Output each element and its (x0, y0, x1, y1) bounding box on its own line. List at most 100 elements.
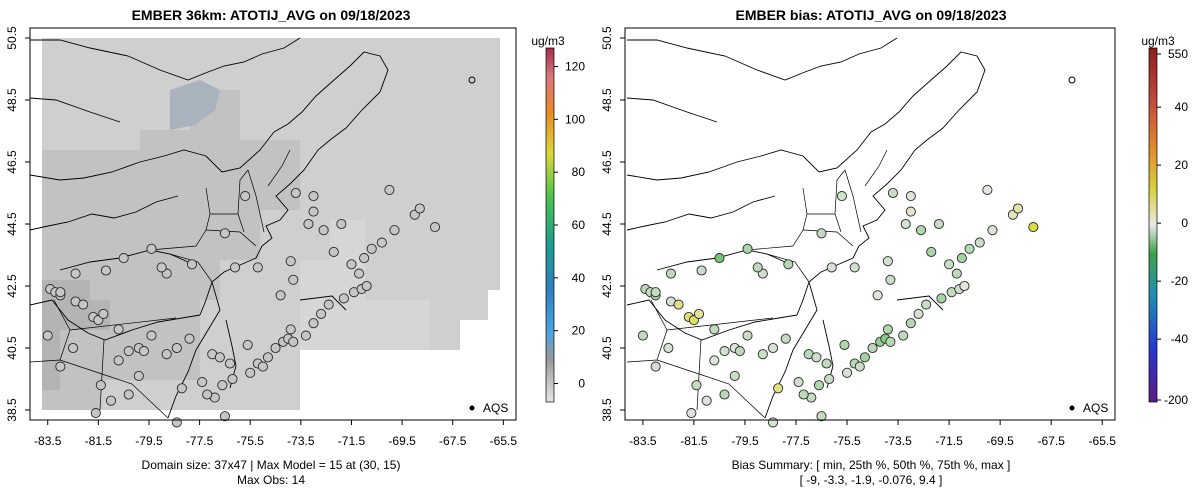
y-tick-label: 40.5 (600, 336, 614, 360)
model-colorbar-ticks: 120 100 80 60 40 20 0 (554, 59, 586, 391)
bias-caption-line1: Bias Summary: [ min, 25th %, 50th %, 75t… (732, 458, 1011, 472)
site-marker (752, 262, 763, 273)
site-marker (816, 411, 827, 422)
site-marker (905, 191, 916, 202)
site-marker (714, 253, 725, 264)
site-marker (900, 218, 911, 230)
site-marker (921, 299, 932, 310)
x-tick-label: -75.5 (237, 434, 265, 448)
site-marker (933, 218, 944, 230)
site-marker (290, 187, 301, 199)
site-marker (316, 308, 327, 319)
panel-bias-title: EMBER bias: ATOTIJ_AVG on 09/18/2023 (735, 7, 1006, 23)
site-marker (742, 330, 753, 341)
site-marker (354, 268, 365, 279)
model-x-axis: -83.5 -81.5 -79.5 -77.5 -75.5 -73.5 -71.5 -69.5… (34, 420, 517, 448)
colorbar-tick-label: -20 (1171, 274, 1189, 288)
site-marker (696, 265, 707, 276)
x-tick-label: -69.5 (986, 434, 1014, 448)
y-tick-label: 46.5 (5, 150, 19, 174)
site-marker (885, 336, 896, 347)
site-marker (665, 268, 676, 279)
site-marker (113, 355, 124, 366)
y-tick-label: 42.5 (5, 274, 19, 298)
bias-x-axis: -83.5 -81.5 -79.5 -77.5 -75.5 -73.5 -71.5 -69.5… (629, 420, 1116, 448)
model-caption-line1: Domain size: 37x47 | Max Model = 15 at (… (142, 458, 401, 472)
y-tick-label: 44.5 (600, 212, 614, 236)
x-tick-label: -65.5 (1089, 434, 1117, 448)
site-marker (376, 237, 387, 248)
panel-model: EMBER 36km: ATOTIJ_AVG on 09/18/2023 (5, 7, 585, 487)
site-marker (275, 290, 286, 301)
colorbar-tick-label: 550 (1168, 47, 1188, 61)
model-coastlines (29, 37, 389, 419)
site-marker (214, 352, 225, 363)
site-marker (719, 346, 730, 357)
site-marker (982, 184, 993, 195)
site-marker (882, 324, 893, 335)
site-marker (202, 389, 213, 400)
x-tick-label: -67.5 (439, 434, 467, 448)
site-marker (219, 228, 230, 239)
site-marker (171, 417, 182, 428)
site-marker (318, 225, 329, 236)
colorbar-tick-label: 60 (572, 218, 586, 232)
site-marker (663, 342, 674, 354)
y-tick-label: 48.5 (600, 88, 614, 112)
model-caption-line2: Max Obs: 14 (237, 473, 305, 487)
site-marker (693, 308, 705, 319)
site-marker (859, 352, 870, 363)
site-marker (709, 355, 720, 366)
site-marker (224, 358, 236, 369)
site-marker (813, 380, 825, 391)
site-marker (288, 274, 299, 285)
site-marker (734, 346, 745, 357)
site-marker (1028, 222, 1039, 233)
site-marker (288, 336, 299, 347)
site-marker (913, 308, 924, 319)
model-colorbar-unit: ug/m3 (531, 34, 565, 48)
site-marker (767, 417, 779, 428)
site-marker (686, 408, 697, 419)
site-marker (898, 330, 909, 341)
site-marker (219, 411, 230, 422)
y-tick-label: 44.5 (5, 212, 19, 236)
bias-colorbar: ug/m3 550 40 20 0 -20 -40 -200 (1141, 34, 1188, 407)
site-marker (156, 262, 167, 273)
model-grid-blue (170, 80, 220, 130)
site-marker (637, 330, 648, 341)
site-marker (308, 191, 319, 202)
site-marker (926, 246, 937, 257)
site-marker (826, 262, 837, 273)
site-marker (742, 243, 753, 254)
site-marker (384, 184, 395, 195)
site-marker (956, 253, 967, 264)
site-marker (98, 308, 109, 319)
x-tick-label: -77.5 (782, 434, 810, 448)
site-marker (100, 265, 111, 276)
colorbar-tick-label: -200 (1164, 393, 1188, 407)
bias-legend: AQS (1069, 401, 1108, 415)
site-marker (123, 389, 134, 400)
y-tick-label: 50.5 (600, 26, 614, 50)
colorbar-tick-label: 100 (565, 112, 585, 126)
bias-plot-bg (625, 28, 1115, 420)
x-tick-label: -77.5 (186, 434, 214, 448)
bias-island-mark (1068, 76, 1076, 84)
site-marker (90, 408, 101, 419)
site-marker (303, 218, 314, 230)
site-marker (197, 377, 208, 388)
x-tick-label: -69.5 (388, 434, 416, 448)
colorbar-tick-label: 40 (1175, 100, 1189, 114)
site-marker (285, 324, 296, 335)
colorbar-tick-label: 80 (572, 165, 586, 179)
site-marker (816, 228, 827, 239)
x-tick-label: -83.5 (34, 434, 62, 448)
site-marker (308, 318, 319, 329)
site-marker (245, 367, 256, 378)
site-marker (252, 262, 263, 273)
site-marker (308, 206, 319, 217)
site-marker (780, 333, 791, 344)
aqs-legend-dot-bias (1069, 405, 1075, 411)
site-marker (366, 243, 377, 254)
